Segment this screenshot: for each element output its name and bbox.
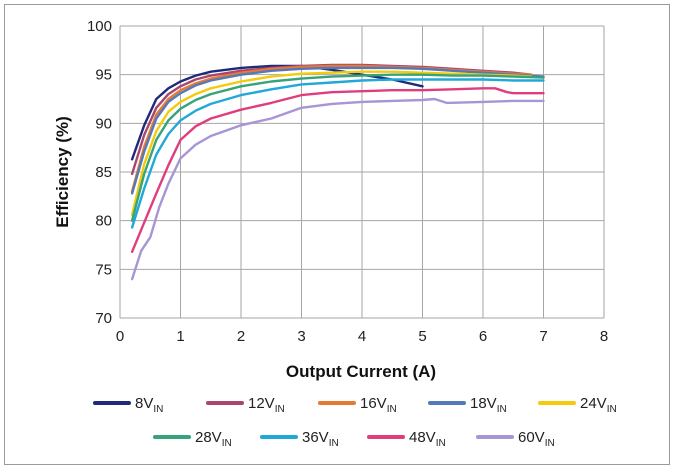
series-line-12v-in — [130, 63, 533, 176]
legend-item: 48VIN — [367, 429, 446, 449]
legend-label: 48VIN — [409, 429, 446, 449]
x-tick-label: 3 — [297, 328, 305, 345]
y-tick-label: 100 — [87, 18, 112, 35]
legend-label: 12VIN — [248, 395, 285, 415]
x-tick-label: 5 — [418, 328, 426, 345]
series-line-48v-in — [130, 87, 545, 254]
legend-label-subscript: IN — [329, 438, 339, 449]
legend-item: 60VIN — [476, 429, 555, 449]
legend-label-subscript: IN — [153, 404, 163, 415]
legend-label-main: 60V — [518, 429, 545, 446]
series-line-60v-in — [130, 97, 545, 281]
y-tick-label: 95 — [95, 67, 112, 84]
series-line-28v-in — [130, 73, 545, 222]
y-tick-label: 80 — [95, 213, 112, 230]
x-tick-label: 8 — [600, 328, 608, 345]
legend-label-main: 8V — [135, 395, 153, 412]
legend-label-subscript: IN — [607, 404, 617, 415]
x-tick-label: 0 — [116, 328, 124, 345]
x-tick-label: 1 — [176, 328, 184, 345]
legend-item: 18VIN — [428, 395, 507, 415]
legend-label: 16VIN — [360, 395, 397, 415]
grid — [119, 25, 605, 319]
legend-item: 36VIN — [260, 429, 339, 449]
series-lines — [130, 63, 545, 281]
legend-label-main: 36V — [302, 429, 329, 446]
x-tick-label: 6 — [479, 328, 487, 345]
y-tick-label: 90 — [95, 115, 112, 132]
legend-label-main: 16V — [360, 395, 387, 412]
legend-item: 16VIN — [318, 395, 397, 415]
legend-label: 8VIN — [135, 395, 163, 415]
legend-label-subscript: IN — [436, 438, 446, 449]
legend-item: 24VIN — [538, 395, 617, 415]
legend-label: 60VIN — [518, 429, 555, 449]
legend-item: 8VIN — [93, 395, 163, 415]
x-tick-label: 7 — [539, 328, 547, 345]
series-line-24v-in — [130, 70, 533, 217]
series-line-18v-in — [130, 66, 545, 195]
chart-frame — [4, 4, 670, 465]
legend-label-main: 18V — [470, 395, 497, 412]
y-tick-label: 70 — [95, 310, 112, 327]
legend-label-main: 48V — [409, 429, 436, 446]
x-axis-title: Output Current (A) — [286, 362, 436, 381]
legend-label-main: 24V — [580, 395, 607, 412]
legend-item: 28VIN — [153, 429, 232, 449]
legend-label: 18VIN — [470, 395, 507, 415]
legend-label-subscript: IN — [222, 438, 232, 449]
legend-label-subscript: IN — [545, 438, 555, 449]
y-tick-label: 85 — [95, 164, 112, 181]
series-line-8v-in — [130, 64, 424, 161]
legend-label: 36VIN — [302, 429, 339, 449]
legend-item: 12VIN — [206, 395, 285, 415]
x-tick-label: 2 — [237, 328, 245, 345]
legend-label-main: 28V — [195, 429, 222, 446]
legend-label-subscript: IN — [275, 404, 285, 415]
series-line-36v-in — [130, 78, 545, 229]
legend-label-subscript: IN — [387, 404, 397, 415]
tick-labels: 70 75 80 85 90 95 100 0 1 2 3 4 5 6 7 8 — [87, 18, 608, 345]
legend-label: 28VIN — [195, 429, 232, 449]
y-axis-title: Efficiency (%) — [53, 116, 72, 227]
legend-label-subscript: IN — [497, 404, 507, 415]
x-tick-label: 4 — [358, 328, 366, 345]
legend-label-main: 12V — [248, 395, 275, 412]
legend-label: 24VIN — [580, 395, 617, 415]
y-tick-label: 75 — [95, 261, 112, 278]
